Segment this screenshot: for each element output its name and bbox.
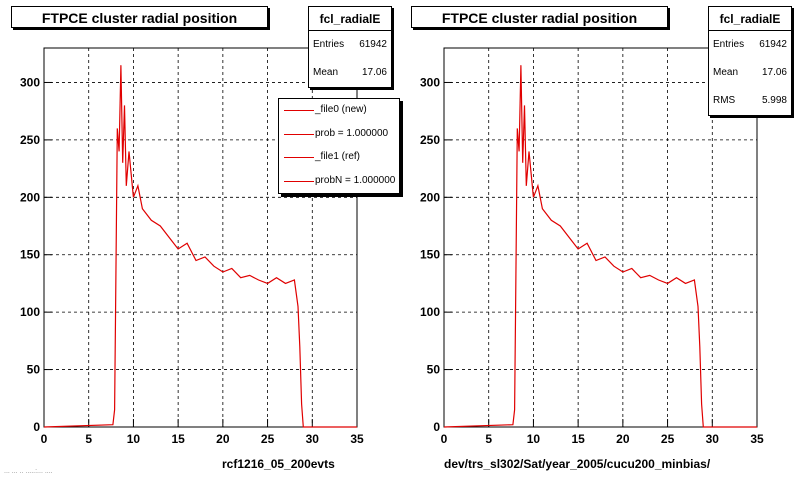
canvas-date-footer: ... ... .. .....:... .... (4, 468, 53, 475)
y-tick-label: 300 (420, 75, 440, 89)
stats-row-entries: Entries 61942 (709, 31, 791, 59)
y-tick-label: 300 (20, 75, 40, 89)
stats-label: Entries (313, 39, 345, 50)
stats-value: 61942 (759, 39, 787, 50)
y-tick-label: 200 (420, 190, 440, 204)
x-tick-label: 0 (41, 432, 48, 446)
histogram-line (443, 65, 757, 428)
stats-label: Mean (713, 67, 739, 78)
y-tick-label: 200 (20, 190, 40, 204)
y-tick-label: 50 (427, 363, 441, 377)
stats-value: 17.06 (361, 67, 387, 78)
x-tick-label: 10 (127, 432, 141, 446)
x-tick-label: 30 (706, 432, 720, 446)
stats-label: Entries (713, 39, 745, 50)
x-tick-label: 20 (216, 432, 230, 446)
legend-label: _file1 (ref) (315, 151, 361, 162)
left-histogram-panel: 0 5 10 15 20 25 30 35 0 50 100 150 200 250 300 FTPCE c… (11, 6, 400, 471)
legend-line-swatch (284, 180, 314, 182)
x-tick-label: 30 (306, 432, 320, 446)
stats-label: Mean (313, 67, 339, 78)
legend-label: _file0 (new) (315, 104, 367, 115)
x-tick-label: 5 (85, 432, 92, 446)
stats-box: fcl_radialE Entries 61942 Mean 17.06 (308, 6, 392, 88)
legend-line-swatch (284, 133, 314, 135)
right-histogram-canvas: 0 5 10 15 20 25 30 35 0 50 100 150 200 250 300 (420, 47, 764, 446)
y-tick-label: 100 (20, 305, 40, 319)
plot-frame (443, 47, 758, 428)
legend-label: probN = 1.000000 (315, 174, 396, 186)
x-tick-label: 35 (350, 432, 364, 446)
stats-row-rms: RMS 5.998 (709, 87, 791, 115)
stats-histogram-name: fcl_radialE (709, 7, 791, 31)
stats-label: RMS (713, 95, 736, 106)
x-tick-label: 25 (661, 432, 675, 446)
legend-entry: probN = 1.000000 (279, 170, 399, 194)
y-tick-label: 0 (433, 420, 440, 434)
stats-value: 17.06 (761, 67, 787, 78)
legend-line-swatch (284, 110, 314, 111)
histogram-line (43, 65, 357, 428)
x-tick-label: 15 (571, 432, 585, 446)
y-tick-label: 250 (20, 133, 40, 147)
stats-row-entries: Entries 61942 (309, 31, 391, 59)
legend-entry: prob = 1.000000 (279, 123, 399, 147)
stats-value: 5.998 (761, 95, 787, 106)
y-tick-label: 150 (420, 248, 440, 262)
x-axis-label: dev/trs_sl302/Sat/year_2005/cucu200_minb… (444, 457, 711, 471)
x-axis-label: rcf1216_05_200evts (222, 457, 335, 471)
y-tick-label: 0 (33, 420, 40, 434)
plot-title: FTPCE cluster radial position (411, 6, 668, 28)
legend-line-swatch (284, 157, 314, 158)
y-tick-label: 100 (420, 305, 440, 319)
y-tick-label: 250 (420, 133, 440, 147)
legend-label: prob = 1.000000 (315, 127, 389, 139)
legend-entry: _file0 (new) (279, 99, 399, 123)
stats-row-mean: Mean 17.06 (709, 59, 791, 87)
x-tick-label: 20 (616, 432, 630, 446)
x-tick-label: 15 (171, 432, 185, 446)
x-tick-label: 10 (527, 432, 541, 446)
stats-value: 61942 (359, 39, 387, 50)
x-tick-label: 0 (441, 432, 448, 446)
x-tick-label: 5 (485, 432, 492, 446)
stats-box: fcl_radialE Entries 61942 Mean 17.06 RMS… (708, 6, 792, 116)
x-tick-label: 35 (750, 432, 764, 446)
legend-entry: _file1 (ref) (279, 146, 399, 170)
legend-box: _file0 (new) prob = 1.000000 _file1 (ref… (278, 98, 400, 194)
plot-title: FTPCE cluster radial position (11, 6, 268, 28)
x-tick-label: 25 (261, 432, 275, 446)
y-tick-label: 150 (20, 248, 40, 262)
stats-histogram-name: fcl_radialE (309, 7, 391, 31)
y-tick-label: 50 (27, 363, 41, 377)
right-histogram-panel: 0 5 10 15 20 25 30 35 0 50 100 150 200 250 300 FTPCE c… (400, 0, 800, 480)
stats-row-mean: Mean 17.06 (309, 59, 391, 87)
